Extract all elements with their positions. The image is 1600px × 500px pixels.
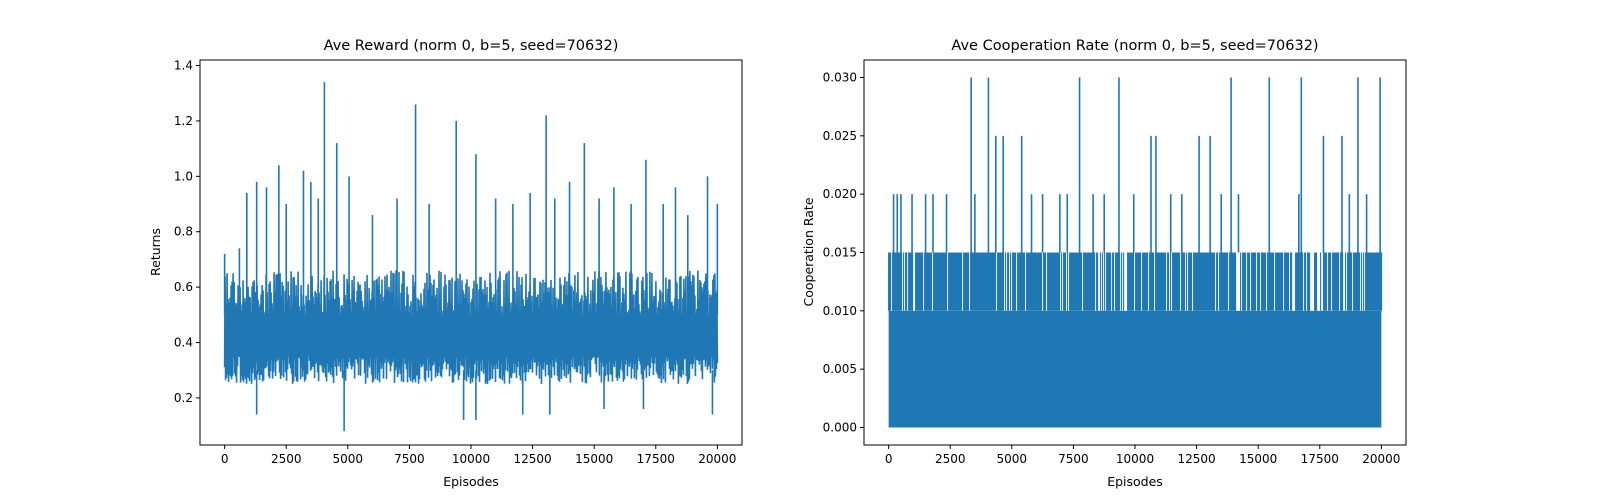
- reward-y-tick-label: 0.8: [174, 225, 193, 239]
- cooperation-y-tick-label: 0.025: [823, 129, 857, 143]
- cooperation-x-tick-label: 2500: [935, 452, 966, 466]
- cooperation-y-tick-label: 0.010: [823, 304, 857, 318]
- cooperation-y-tick-label: 0.000: [823, 421, 857, 435]
- reward-x-ticks: 0 2500 5000 7500 10000 12500 15000 17500 20000: [221, 445, 736, 466]
- reward-x-tick-label: 10000: [452, 452, 490, 466]
- cooperation-y-tick-label: 0.020: [823, 187, 857, 201]
- reward-x-tick-label: 0: [221, 452, 229, 466]
- reward-x-tick-label: 7500: [394, 452, 425, 466]
- reward-x-tick-label: 17500: [637, 452, 675, 466]
- cooperation-x-tick-label: 20000: [1362, 452, 1400, 466]
- reward-x-tick-label: 20000: [698, 452, 736, 466]
- cooperation-y-tick-label: 0.015: [823, 246, 857, 260]
- reward-y-tick-label: 1.0: [174, 169, 193, 183]
- cooperation-x-axis-label: Episodes: [1107, 474, 1163, 489]
- reward-line-body: [223, 270, 719, 385]
- cooperation-series-line: [888, 77, 1383, 428]
- cooperation-y-tick-label: 0.030: [823, 71, 857, 85]
- cooperation-x-ticks: 0 2500 5000 7500 10000 12500 15000 17500 20000: [885, 445, 1400, 466]
- cooperation-x-tick-label: 17500: [1301, 452, 1339, 466]
- reward-x-tick-label: 12500: [513, 452, 551, 466]
- reward-x-tick-label: 15000: [575, 452, 613, 466]
- cooperation-x-tick-label: 7500: [1058, 452, 1089, 466]
- reward-chart-title: Ave Reward (norm 0, b=5, seed=70632): [324, 38, 619, 54]
- reward-chart: Ave Reward (norm 0, b=5, seed=70632) 0.2…: [148, 38, 743, 489]
- cooperation-chart: Ave Cooperation Rate (norm 0, b=5, seed=…: [801, 38, 1407, 489]
- reward-x-tick-label: 2500: [271, 452, 302, 466]
- cooperation-plot-frame: [863, 59, 1407, 446]
- reward-y-tick-label: 1.4: [174, 59, 193, 73]
- reward-y-ticks: 0.2 0.4 0.6 0.8 1.0 1.2 1.4: [174, 59, 200, 405]
- cooperation-x-tick-label: 0: [885, 452, 893, 466]
- cooperation-y-tick-label: 0.005: [823, 362, 857, 376]
- cooperation-y-axis-label: Cooperation Rate: [801, 197, 816, 306]
- reward-y-tick-label: 1.2: [174, 114, 193, 128]
- reward-y-tick-label: 0.2: [174, 391, 193, 405]
- cooperation-x-tick-label: 12500: [1177, 452, 1215, 466]
- cooperation-x-tick-label: 15000: [1239, 452, 1277, 466]
- cooperation-x-tick-label: 10000: [1116, 452, 1154, 466]
- reward-series-line: [223, 82, 719, 432]
- reward-plot-frame: [199, 59, 743, 446]
- reward-y-axis-label: Returns: [148, 228, 163, 276]
- cooperation-chart-title: Ave Cooperation Rate (norm 0, b=5, seed=…: [951, 38, 1318, 54]
- cooperation-y-ticks: 0.000 0.005 0.010 0.015 0.020 0.025 0.030: [823, 71, 864, 435]
- reward-x-axis-label: Episodes: [443, 474, 499, 489]
- reward-x-tick-label: 5000: [333, 452, 364, 466]
- reward-y-tick-label: 0.4: [174, 336, 193, 350]
- reward-y-tick-label: 0.6: [174, 280, 193, 294]
- cooperation-x-tick-label: 5000: [997, 452, 1028, 466]
- cooperation-dense-band: [888, 310, 1382, 428]
- cooperation-frequent-spikes: [888, 252, 1383, 311]
